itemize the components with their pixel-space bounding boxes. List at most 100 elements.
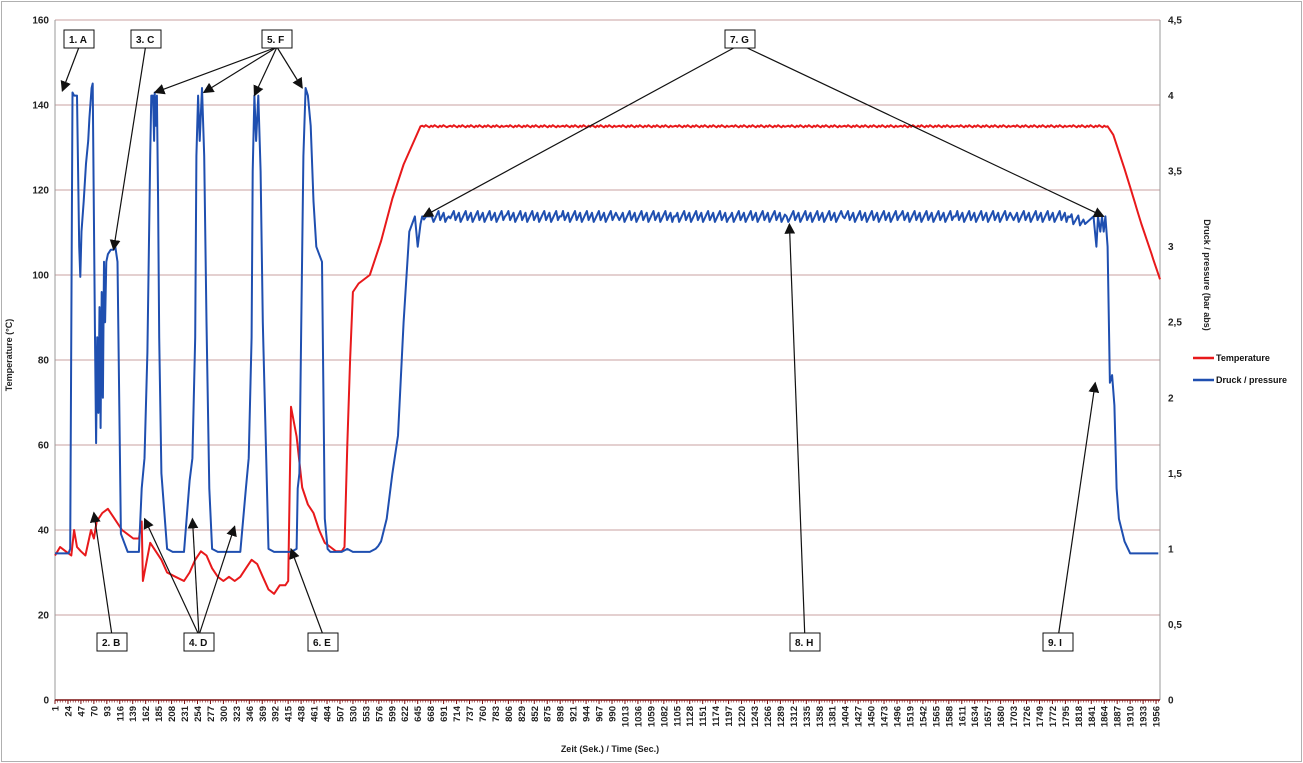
x-tick-label: 1105 [672, 705, 683, 726]
annotation: 1. A [60, 29, 95, 93]
x-tick-label: 70 [89, 706, 100, 717]
annotation: 8. H [784, 222, 821, 652]
x-tick-label: 1749 [1035, 706, 1046, 727]
x-tick-label: 852 [530, 706, 541, 722]
x-tick-label: 1657 [983, 706, 994, 727]
x-tick-label: 1519 [905, 706, 916, 727]
x-tick-label: 1887 [1113, 706, 1124, 727]
x-tick-label: 622 [400, 706, 411, 722]
x-tick-label: 645 [413, 705, 424, 722]
x-tick-label: 737 [465, 706, 476, 722]
x-tick-label: 530 [348, 706, 359, 722]
x-tick-label: 1588 [944, 706, 955, 727]
annotation-arrow [60, 47, 80, 93]
x-tick-label: 599 [387, 706, 398, 722]
annotation-arrow [89, 511, 113, 634]
y-left-tick-label: 160 [32, 16, 49, 27]
annotation: 4. D [143, 517, 237, 652]
x-tick-label: 990 [608, 706, 619, 722]
annotation-box [130, 29, 162, 49]
annotation-box [724, 29, 756, 49]
x-tick-label: 1703 [1009, 706, 1020, 727]
y-left-tick-label: 20 [38, 611, 50, 622]
y-right-tick-label: 2,5 [1168, 318, 1182, 329]
x-tick-label: 1036 [633, 706, 644, 727]
annotation-label: 5. F [267, 35, 284, 46]
annotation-label: 8. H [795, 638, 813, 649]
annotation-arrow [109, 47, 146, 251]
annotation-box [96, 632, 128, 652]
y-axis-left: 0 20 40 60 80 100 120 140 160 [32, 16, 49, 707]
x-tick-label: 392 [271, 706, 282, 722]
x-tick-label: 277 [206, 706, 217, 722]
annotation: 2. B [89, 511, 128, 652]
series-group [54, 82, 1161, 595]
x-tick-label: 1772 [1048, 706, 1059, 727]
annotation-box [63, 29, 95, 49]
x-tick-label: 1312 [789, 706, 800, 727]
x-tick-label: 553 [361, 706, 372, 722]
x-tick-label: 1795 [1061, 705, 1072, 727]
annotation: 3. C [109, 29, 162, 251]
x-tick-label: 208 [167, 706, 178, 722]
y-axis-right: 0 0,5 1 1,5 2 2,5 3 3,5 4 4,5 [1168, 16, 1182, 707]
annotation-arrow [276, 47, 303, 89]
legend-entry: Druck / pressure [1216, 375, 1287, 385]
x-tick-label: 1933 [1139, 706, 1150, 727]
x-tick-label: 1197 [724, 706, 735, 727]
x-tick-label: 162 [141, 706, 152, 722]
x-tick-label: 1450 [867, 706, 878, 727]
annotation-label: 3. C [136, 35, 154, 46]
x-tick-label: 691 [439, 705, 450, 722]
y-left-tick-label: 80 [38, 356, 50, 367]
x-tick-label: 369 [258, 706, 269, 722]
x-tick-label: 323 [232, 706, 243, 722]
y-right-tick-label: 3 [1168, 242, 1174, 253]
series-line-temperature [54, 124, 1161, 595]
x-tick-label: 185 [154, 705, 165, 722]
annotations: 1. A 3. C 5. F 7. G 2. B 4. D 6. E 8. H 9. I [60, 29, 1105, 652]
annotation: 6. E [289, 547, 339, 652]
x-tick-label: 415 [284, 705, 295, 722]
x-tick-label: 1335 [802, 705, 813, 727]
x-tick-label: 1818 [1074, 706, 1085, 727]
y-left-tick-label: 0 [43, 696, 49, 707]
x-tick-label: 484 [323, 705, 334, 722]
x-tick-label: 1864 [1100, 705, 1111, 727]
annotation-arrow [253, 47, 278, 97]
x-tick-label: 1220 [737, 706, 748, 727]
legend-entry: Temperature [1216, 353, 1270, 363]
x-tick-label: 783 [491, 706, 502, 722]
gridlines [54, 19, 1161, 701]
y-right-tick-label: 0,5 [1168, 620, 1182, 631]
annotation-arrow [199, 525, 237, 634]
x-tick-label: 1013 [620, 706, 631, 727]
x-tick-label: 1404 [841, 705, 852, 727]
annotation-arrow [747, 47, 1105, 218]
x-axis: 1 24 47 70 93 116 139 162 185 208 231 254 277 300 323 3… [51, 700, 1163, 727]
annotation-label: 2. B [102, 638, 120, 649]
annotation: 9. I [1042, 381, 1100, 652]
x-tick-label: 898 [556, 706, 567, 722]
y-left-tick-label: 120 [32, 186, 49, 197]
y-right-tick-label: 4 [1168, 91, 1174, 102]
annotation-label: 4. D [189, 638, 207, 649]
series-line-pressure [55, 82, 1159, 555]
x-tick-label: 254 [193, 705, 204, 722]
annotation: 7. G [422, 29, 1105, 218]
x-tick-label: 760 [478, 706, 489, 722]
annotation-box [183, 632, 215, 652]
y-right-tick-label: 1 [1168, 544, 1174, 555]
x-tick-label: 1358 [815, 706, 826, 727]
x-tick-label: 438 [297, 706, 308, 722]
x-tick-label: 139 [128, 706, 139, 722]
annotation-arrow [784, 222, 806, 634]
x-tick-label: 1910 [1126, 706, 1137, 727]
annotation-arrow [202, 47, 276, 94]
x-tick-label: 1726 [1022, 706, 1033, 727]
x-tick-label: 116 [115, 706, 126, 721]
x-tick-label: 1634 [970, 705, 981, 727]
x-tick-label: 1243 [750, 706, 761, 727]
y-left-tick-label: 140 [32, 101, 49, 112]
y-axis-right-title: Druck / pressure (bar abs) [1202, 219, 1212, 331]
